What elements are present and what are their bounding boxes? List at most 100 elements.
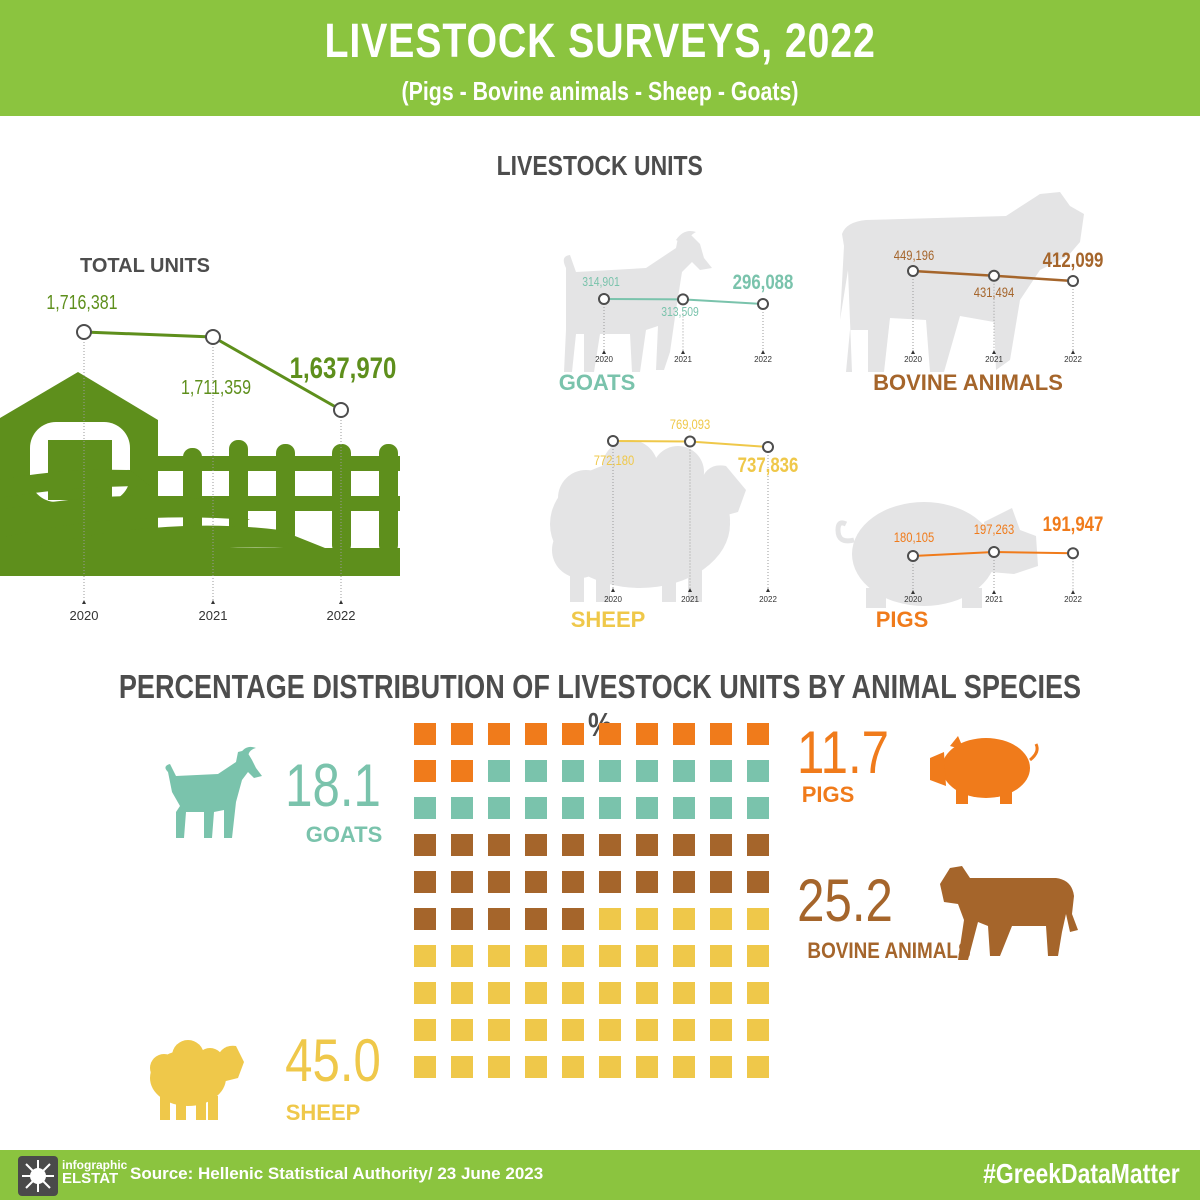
sheep-chart-title: SHEEP	[571, 607, 646, 632]
sheep-value-label: 769,093	[670, 417, 710, 432]
goats-data-point	[757, 298, 769, 310]
waffle-cell-sheep	[488, 1019, 510, 1041]
pigs-value-label: 180,105	[894, 530, 934, 545]
waffle-cell-sheep	[747, 1056, 769, 1078]
waffle-cell-sheep	[747, 982, 769, 1004]
total-value-label: 1,716,381	[46, 291, 117, 313]
bovine-tick-marker	[992, 350, 996, 354]
waffle-cell-goats	[673, 760, 695, 782]
total-value-label: 1,637,970	[290, 350, 397, 384]
waffle-cell-sheep	[599, 945, 621, 967]
waffle-cell-bovine-animals	[451, 871, 473, 893]
pigs-value-label: 191,947	[1043, 513, 1104, 536]
waffle-cell-bovine-animals	[488, 908, 510, 930]
waffle-cell-pigs	[451, 723, 473, 745]
livestock-units-heading: LIVESTOCK UNITS	[496, 150, 704, 181]
total-year-label: 2021	[199, 608, 228, 623]
waffle-cell-bovine-animals	[673, 871, 695, 893]
bovine-tick-marker	[911, 350, 915, 354]
waffle-cell-sheep	[599, 982, 621, 1004]
waffle-cell-goats	[562, 797, 584, 819]
waffle-cell-bovine-animals	[525, 908, 547, 930]
waffle-cell-pigs	[710, 723, 732, 745]
logo-text-bottom: ELSTAT	[62, 1170, 119, 1187]
waffle-cell-goats	[636, 797, 658, 819]
waffle-cell-sheep	[710, 1019, 732, 1041]
waffle-cell-bovine-animals	[673, 834, 695, 856]
bovine-tick-marker	[1071, 350, 1075, 354]
waffle-cell-goats	[414, 797, 436, 819]
waffle-cell-sheep	[599, 1019, 621, 1041]
goats-year-label: 2021	[674, 355, 692, 364]
waffle-cell-bovine-animals	[562, 834, 584, 856]
sheep-silhouette	[550, 440, 746, 602]
waffle-cell-sheep	[488, 945, 510, 967]
sheep-year-label: 2020	[604, 595, 622, 604]
sheep-tick-marker	[688, 588, 692, 592]
sun-emblem-icon	[22, 1160, 54, 1192]
total-tick-marker	[82, 600, 86, 604]
waffle-cell-sheep	[673, 982, 695, 1004]
waffle-cell-sheep	[414, 1056, 436, 1078]
pigs-year-label: 2021	[985, 595, 1003, 604]
waffle-cell-pigs	[451, 760, 473, 782]
waffle-cell-bovine-animals	[710, 834, 732, 856]
sheep-tick-marker	[611, 588, 615, 592]
waffle-cell-bovine-animals	[747, 834, 769, 856]
goats-year-label: 2020	[595, 355, 613, 364]
waffle-cell-sheep	[488, 1056, 510, 1078]
pigs-value-label: 197,263	[974, 522, 1014, 537]
waffle-cell-goats	[747, 760, 769, 782]
pigs-year-label: 2022	[1064, 595, 1082, 604]
pigs-year-label: 2020	[904, 595, 922, 604]
waffle-cell-sheep	[710, 945, 732, 967]
waffle-cell-sheep	[599, 1056, 621, 1078]
pigs-data-point	[988, 546, 1000, 558]
waffle-cell-sheep	[451, 945, 473, 967]
waffle-cell-sheep	[562, 945, 584, 967]
bovine-data-point	[1067, 275, 1079, 287]
goats-tick-marker	[761, 350, 765, 354]
sheep-data-point	[762, 441, 774, 453]
goats-value-label: 296,088	[733, 271, 794, 294]
bovine-data-point	[907, 265, 919, 277]
waffle-cell-goats	[525, 760, 547, 782]
bovine-percent: 25.2	[797, 866, 893, 934]
pigs-percent: 11.7	[797, 718, 889, 786]
waffle-cell-sheep	[673, 945, 695, 967]
waffle-cell-pigs	[599, 723, 621, 745]
waffle-cell-pigs	[747, 723, 769, 745]
waffle-cell-sheep	[525, 945, 547, 967]
waffle-cell-sheep	[636, 945, 658, 967]
page-title: LIVESTOCK SURVEYS, 2022	[324, 15, 876, 68]
sheep-year-label: 2021	[681, 595, 699, 604]
sheep-value-label: 737,836	[738, 454, 799, 477]
waffle-cell-bovine-animals	[636, 871, 658, 893]
waffle-cell-bovine-animals	[488, 871, 510, 893]
waffle-cell-bovine-animals	[525, 834, 547, 856]
waffle-cell-sheep	[414, 982, 436, 1004]
farm-illustration	[0, 372, 400, 572]
goats-line-chart: 2020 2021 2022 314,901 313,509 296,088	[582, 271, 793, 364]
total-line-chart: 2020 2021 2022 1,716,381 1,711,359 1,637,970	[46, 291, 396, 623]
pig-silhouette	[835, 502, 1038, 608]
waffle-cell-pigs	[562, 723, 584, 745]
pigs-percent-label: PIGS	[802, 782, 855, 807]
waffle-cell-goats	[562, 760, 584, 782]
waffle-cell-sheep	[414, 945, 436, 967]
goats-chart-title: GOATS	[559, 370, 636, 395]
waffle-cell-goats	[673, 797, 695, 819]
waffle-cell-bovine-animals	[488, 834, 510, 856]
waffle-cell-sheep	[673, 1056, 695, 1078]
cow-silhouette	[840, 192, 1084, 372]
waffle-cell-sheep	[599, 908, 621, 930]
waffle-cell-sheep	[710, 1056, 732, 1078]
waffle-cell-sheep	[636, 908, 658, 930]
sheep-percent: 45.0	[285, 1026, 381, 1094]
goats-value-label: 313,509	[661, 305, 699, 319]
total-data-point	[205, 328, 221, 345]
pigs-line-chart: 2020 2021 2022 180,105 197,263 191,947	[894, 513, 1104, 604]
sheep-tick-marker	[766, 588, 770, 592]
waffle-cell-sheep	[451, 982, 473, 1004]
pigs-data-point	[1067, 547, 1079, 560]
